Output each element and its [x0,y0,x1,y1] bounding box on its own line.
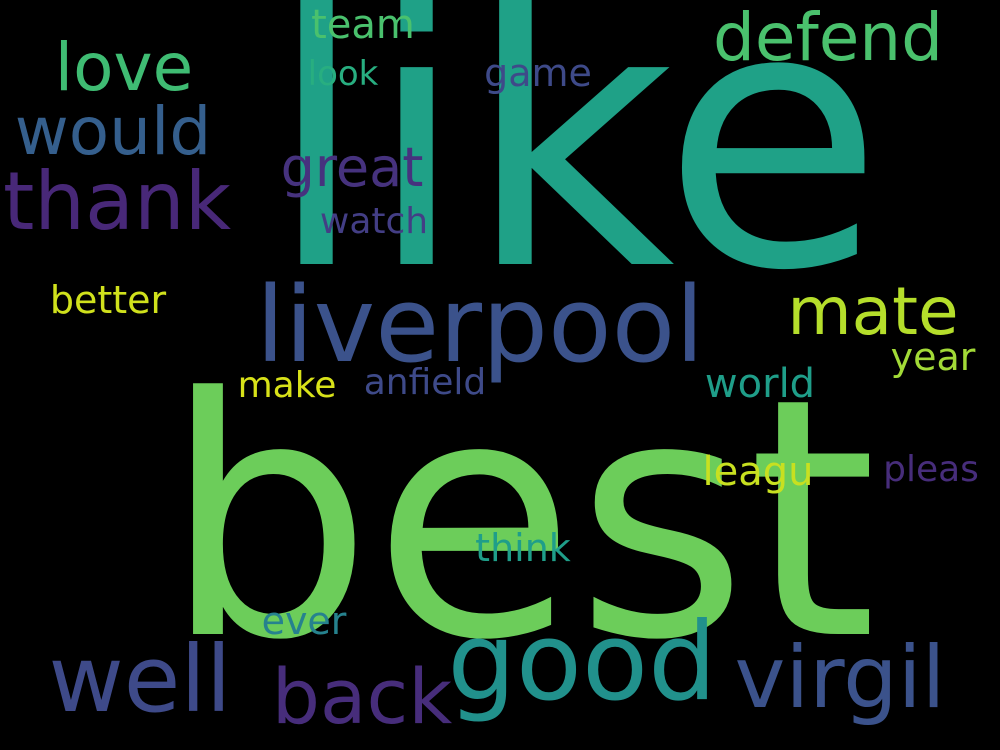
word-pleas: pleas [883,449,979,490]
word-think: think [475,526,571,570]
word-would: would [14,93,212,170]
word-look: look [307,54,379,94]
word-best: best [163,328,877,712]
word-leagu: leagu [702,449,814,495]
word-game: game [484,51,592,95]
word-defend: defend [712,0,944,76]
word-good: good [447,600,717,725]
word-great: great [280,136,424,199]
word-well: well [48,626,232,733]
word-anfield: anfield [363,362,487,403]
word-better: better [49,278,167,322]
word-back: back [271,652,453,741]
word-like: like [266,0,884,349]
word-liverpool: liverpool [255,264,705,386]
word-virgil: virgil [734,628,946,728]
word-mate: mate [787,273,959,350]
word-team: team [311,2,415,48]
word-ever: ever [261,599,347,643]
word-watch: watch [319,201,429,242]
word-make: make [237,365,337,406]
word-world: world [704,361,816,407]
word-love: love [54,29,194,106]
word-year: year [890,335,976,379]
word-thank: thank [2,155,232,248]
